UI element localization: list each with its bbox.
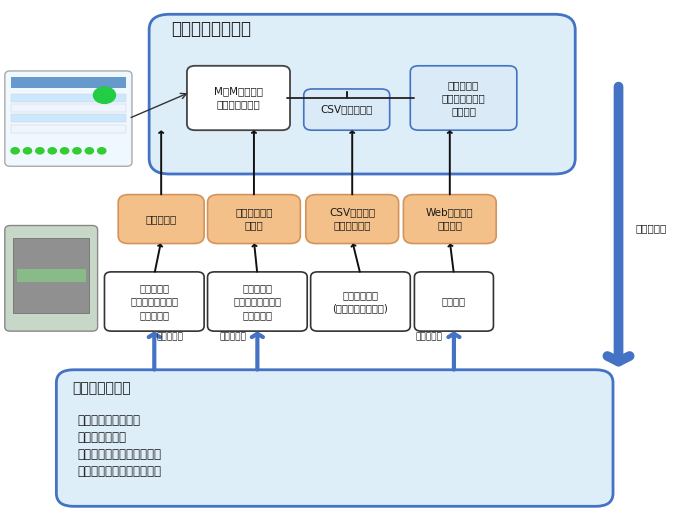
FancyBboxPatch shape xyxy=(5,71,132,166)
Text: 施設内配線: 施設内配線 xyxy=(146,214,177,224)
Circle shape xyxy=(36,148,44,154)
Text: 省エネ支援: 省エネ支援 xyxy=(415,333,442,342)
FancyBboxPatch shape xyxy=(404,195,496,243)
Text: 省エネ支援業務: 省エネ支援業務 xyxy=(72,381,131,395)
FancyBboxPatch shape xyxy=(208,272,307,331)
Text: 携帯電話回線
を利用: 携帯電話回線 を利用 xyxy=(235,208,273,231)
Text: 市有施設: 市有施設 xyxy=(442,296,466,307)
FancyBboxPatch shape xyxy=(11,94,126,102)
FancyBboxPatch shape xyxy=(208,195,300,243)
Text: CSV変換ツール: CSV変換ツール xyxy=(321,105,373,114)
FancyBboxPatch shape xyxy=(306,195,399,243)
FancyBboxPatch shape xyxy=(118,195,204,243)
Text: 省エネ支援: 省エネ支援 xyxy=(157,333,184,342)
Text: 請求書データ
(市有施設、電気等): 請求書データ (市有施設、電気等) xyxy=(333,290,388,313)
Text: CSVファイル
でデータ連携: CSVファイル でデータ連携 xyxy=(329,208,375,231)
Circle shape xyxy=(73,148,81,154)
Circle shape xyxy=(61,148,69,154)
Text: M２Mセンサー
ネットサービス: M２Mセンサー ネットサービス xyxy=(214,87,263,110)
FancyBboxPatch shape xyxy=(104,272,204,331)
Circle shape xyxy=(93,87,115,104)
FancyBboxPatch shape xyxy=(11,104,126,112)
Circle shape xyxy=(23,148,32,154)
Circle shape xyxy=(86,148,93,154)
Text: ・省エネパトロール
・機器運転調整
・省エネマニュアルの整備
・デマンド監視装置の活用: ・省エネパトロール ・機器運転調整 ・省エネマニュアルの整備 ・デマンド監視装置… xyxy=(77,414,161,478)
Text: 情報統合管理基盤: 情報統合管理基盤 xyxy=(171,20,251,38)
Circle shape xyxy=(48,148,57,154)
Text: エコあきた
エネルギー集計
システム: エコあきた エネルギー集計 システム xyxy=(442,80,486,116)
FancyBboxPatch shape xyxy=(5,225,97,331)
Text: データ活用: データ活用 xyxy=(636,223,667,233)
FancyBboxPatch shape xyxy=(187,66,290,130)
FancyBboxPatch shape xyxy=(57,370,613,506)
FancyBboxPatch shape xyxy=(149,15,575,174)
FancyBboxPatch shape xyxy=(411,66,517,130)
FancyBboxPatch shape xyxy=(304,89,390,130)
FancyBboxPatch shape xyxy=(17,269,86,282)
Circle shape xyxy=(97,148,106,154)
FancyBboxPatch shape xyxy=(11,114,126,122)
Circle shape xyxy=(11,148,19,154)
Text: 省エネ支援: 省エネ支援 xyxy=(220,333,247,342)
FancyBboxPatch shape xyxy=(11,124,126,133)
FancyBboxPatch shape xyxy=(415,272,493,331)
FancyBboxPatch shape xyxy=(13,238,89,313)
Text: オフライン
デマンド設置施設
（５施設）: オフライン デマンド設置施設 （５施設） xyxy=(130,283,178,320)
Text: オンライン
デマンド監視施設
（５施設）: オンライン デマンド監視施設 （５施設） xyxy=(233,283,282,320)
Text: Webブラウザ
から利用: Webブラウザ から利用 xyxy=(426,208,473,231)
FancyBboxPatch shape xyxy=(11,77,126,88)
FancyBboxPatch shape xyxy=(310,272,411,331)
